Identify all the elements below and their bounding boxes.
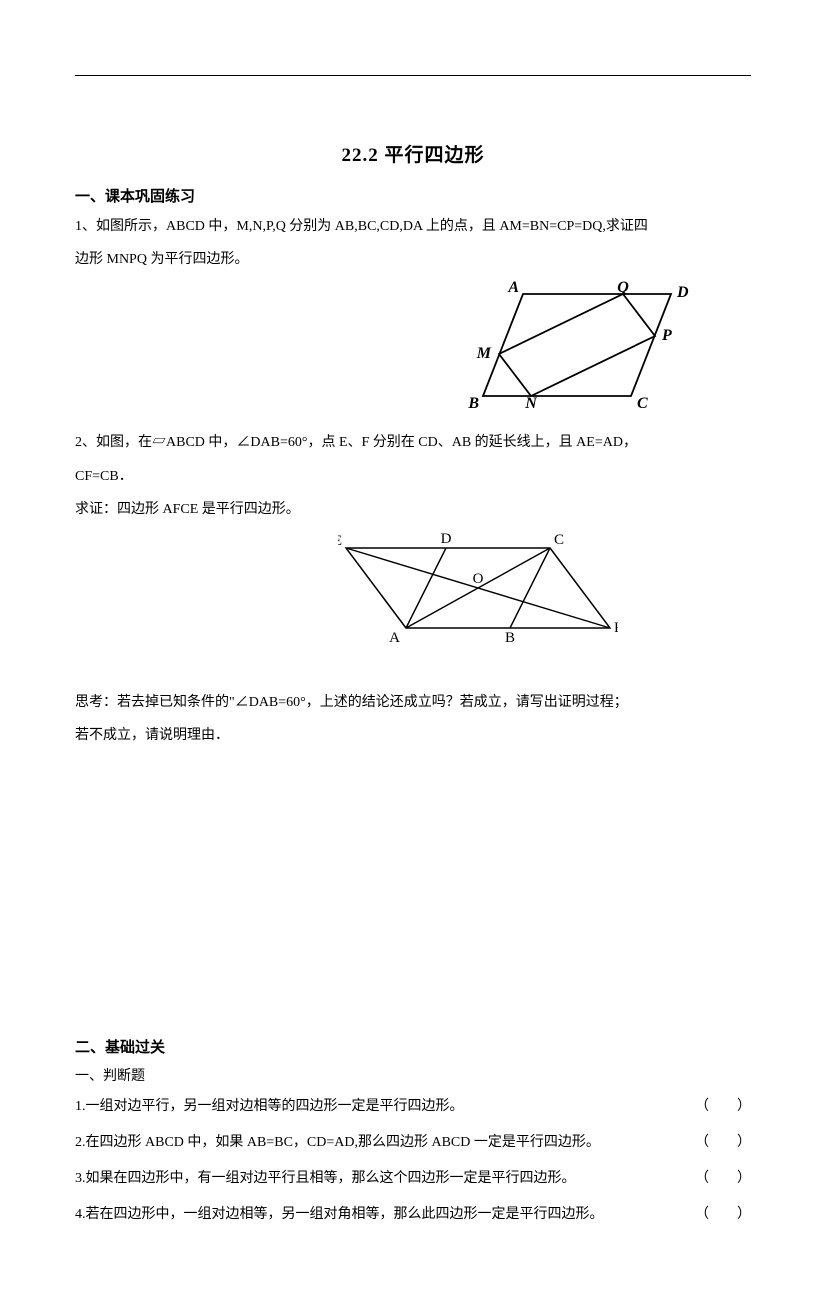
tf2-text: 2.在四边形 ABCD 中，如果 AB=BC，CD=AD,那么四边形 ABCD … (75, 1131, 600, 1155)
fig2-label-O: O (473, 571, 484, 587)
fig1-label-C: C (637, 395, 648, 410)
fig2-label-F: F (614, 620, 618, 636)
problem1-line1: 1、如图所示，ABCD 中，M,N,P,Q 分别为 AB,BC,CD,DA 上的… (75, 214, 751, 239)
fig1-label-M: M (476, 345, 492, 362)
tf-item-3: 3.如果在四边形中，有一组对边平行且相等，那么这个四边形一定是平行四边形。 （ … (75, 1167, 751, 1191)
fig2-label-E: E (338, 533, 342, 549)
tf4-text: 4.若在四边形中，一组对边相等，另一组对角相等，那么此四边形一定是平行四边形。 (75, 1203, 604, 1227)
fig1-label-N: N (524, 395, 538, 410)
fig2-label-C: C (554, 532, 564, 548)
thinking-line1: 思考：若去掉已知条件的"∠DAB=60°，上述的结论还成立吗？若成立，请写出证明… (75, 690, 751, 715)
figure2-container: E D C O A B F (75, 530, 751, 645)
fig2-label-B: B (505, 630, 515, 645)
figure1-svg: A Q D M P B N C (461, 280, 691, 410)
fig1-label-A: A (507, 280, 519, 296)
top-horizontal-rule (75, 75, 751, 76)
tf-item-4: 4.若在四边形中，一组对边相等，另一组对角相等，那么此四边形一定是平行四边形。 … (75, 1203, 751, 1227)
tf-item-2: 2.在四边形 ABCD 中，如果 AB=BC，CD=AD,那么四边形 ABCD … (75, 1131, 751, 1155)
problem2-line1: 2、如图，在▱ABCD 中，∠DAB=60°，点 E、F 分别在 CD、AB 的… (75, 430, 751, 455)
fig2-label-A: A (389, 630, 400, 645)
tf3-text: 3.如果在四边形中，有一组对边平行且相等，那么这个四边形一定是平行四边形。 (75, 1167, 576, 1191)
section2-subheading: 一、判断题 (75, 1065, 751, 1085)
tf1-text: 1.一组对边平行，另一组对边相等的四边形一定是平行四边形。 (75, 1095, 464, 1119)
problem2-line2: CF=CB． (75, 464, 751, 489)
problem2-line3: 求证：四边形 AFCE 是平行四边形。 (75, 497, 751, 522)
fig1-label-B: B (467, 395, 479, 410)
figure1-container: A Q D M P B N C (75, 280, 751, 415)
problem1-line2: 边形 MNPQ 为平行四边形。 (75, 247, 751, 272)
tf-item-1: 1.一组对边平行，另一组对边相等的四边形一定是平行四边形。 （ ） (75, 1095, 751, 1119)
figure2-svg: E D C O A B F (338, 530, 618, 645)
fig1-label-D: D (676, 284, 689, 301)
page-title: 22.2 平行四边形 (75, 140, 751, 167)
section1-heading: 一、课本巩固练习 (75, 185, 751, 206)
fig2-label-D: D (441, 531, 452, 547)
fig1-label-P: P (661, 327, 672, 344)
section2-heading: 二、基础过关 (75, 1036, 751, 1057)
tf2-blank: （ ） (695, 1131, 751, 1155)
tf1-blank: （ ） (695, 1095, 751, 1119)
fig1-label-Q: Q (617, 280, 629, 296)
tf3-blank: （ ） (695, 1167, 751, 1191)
thinking-line2: 若不成立，请说明理由． (75, 723, 751, 748)
tf4-blank: （ ） (695, 1203, 751, 1227)
